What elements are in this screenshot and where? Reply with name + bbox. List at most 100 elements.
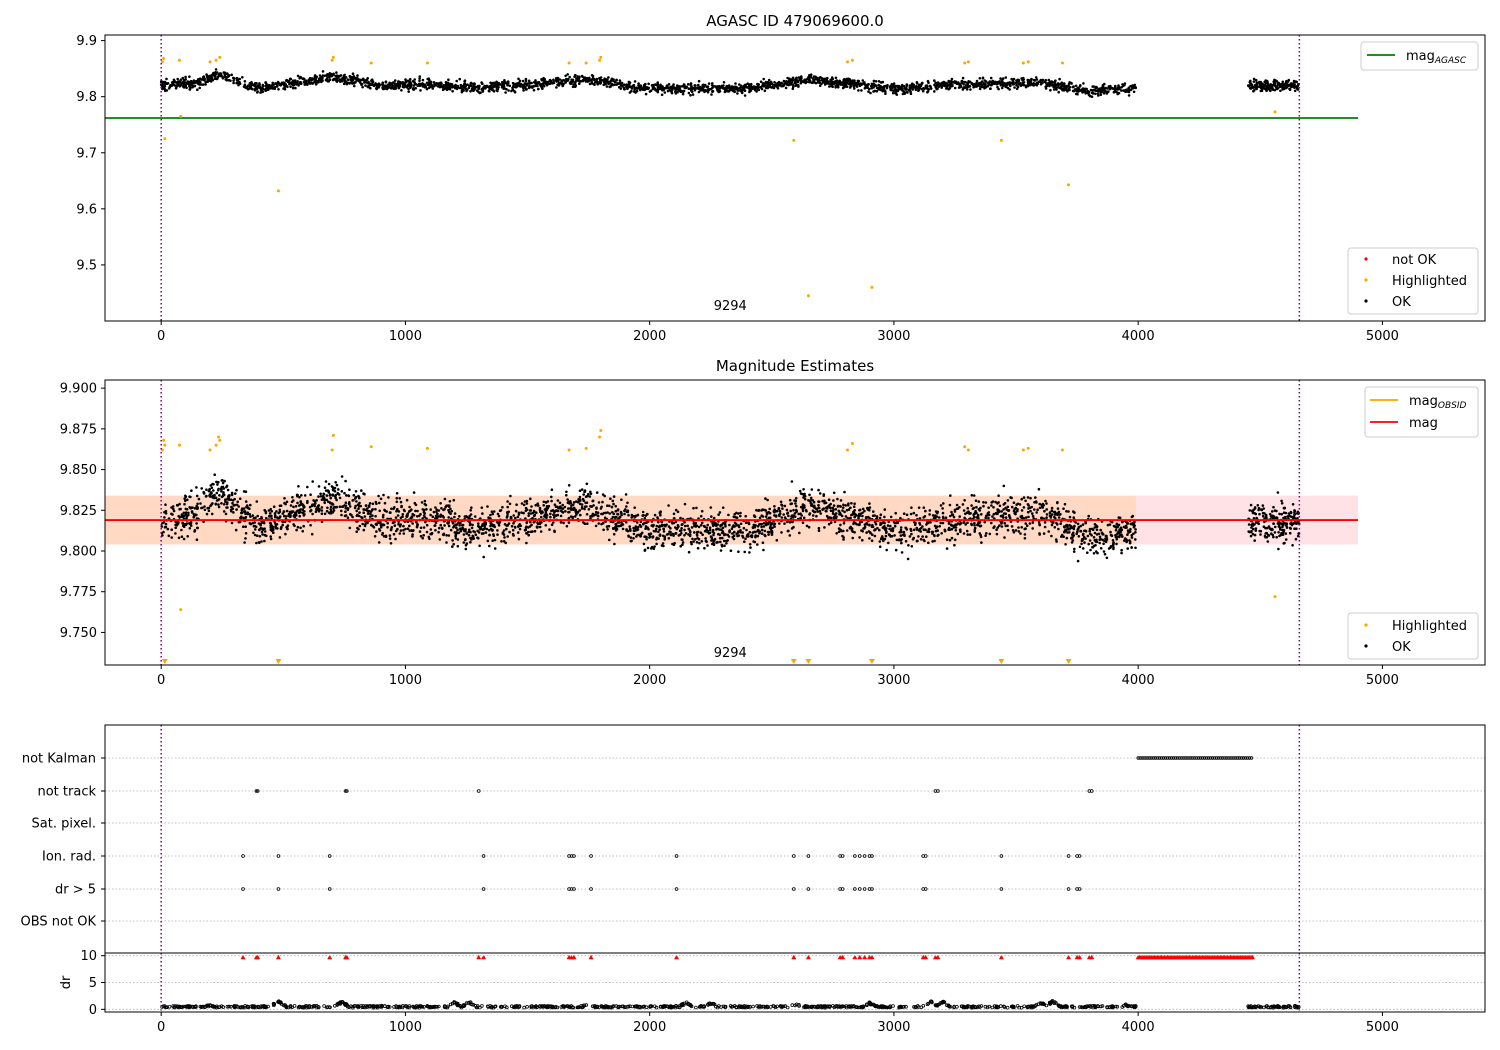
ok-point (959, 82, 962, 86)
ok-point (1115, 87, 1119, 91)
ok-point (589, 492, 593, 496)
ok-point (1134, 528, 1137, 531)
ok-point (1058, 77, 1061, 81)
ok-point (997, 87, 1000, 91)
ok-point (1073, 88, 1077, 91)
ok-point (357, 79, 360, 83)
ok-point (355, 79, 358, 82)
ok-point (518, 527, 522, 531)
ok-point (342, 82, 346, 86)
ok-point (1276, 83, 1280, 87)
ok-point (399, 500, 403, 504)
ok-point (1275, 87, 1279, 91)
agasc-xtick-label: 2000 (633, 329, 666, 344)
ok-point (258, 82, 261, 85)
ok-point (941, 521, 945, 525)
highlighted-point (584, 61, 588, 65)
ok-point (823, 77, 826, 81)
ok-point (794, 81, 797, 85)
ok-point (802, 80, 806, 84)
ok-point (326, 79, 330, 83)
highlighted-point (1067, 183, 1071, 187)
ok-point (872, 510, 875, 513)
agasc-ytick-label: 9.6 (76, 202, 97, 217)
ok-point (757, 83, 760, 86)
ok-point (907, 88, 911, 92)
ok-point (1091, 92, 1095, 95)
ok-point (291, 496, 294, 499)
ok-point (783, 504, 787, 508)
ok-point (437, 515, 440, 518)
ok-point (596, 83, 599, 86)
ok-point (1056, 84, 1060, 87)
ok-point (818, 509, 822, 513)
ok-point (1254, 86, 1258, 90)
ok-point (172, 78, 176, 82)
ok-point (538, 525, 542, 529)
ok-point (1055, 521, 1058, 525)
ok-point (863, 83, 867, 86)
ok-point (297, 84, 300, 87)
ok-point (180, 528, 183, 532)
ok-point (527, 533, 530, 537)
ok-point (439, 84, 443, 87)
ok-points (160, 473, 1301, 563)
ok-point (553, 529, 556, 533)
ok-point (244, 512, 247, 515)
ok-point (828, 82, 831, 85)
ok-point (544, 524, 548, 527)
ok-point (1121, 83, 1124, 86)
ok-point (960, 79, 964, 83)
ok-point (267, 509, 271, 512)
ok-point (652, 547, 656, 550)
ok-point (756, 543, 759, 546)
ok-point (357, 495, 361, 499)
ok-point (393, 524, 397, 527)
ok-point (633, 90, 636, 93)
ok-point (599, 76, 603, 79)
ok-point (370, 82, 374, 86)
ok-point (184, 495, 188, 499)
ok-point (525, 499, 529, 503)
ok-point (592, 78, 596, 81)
ok-point (953, 508, 957, 512)
ok-point (1101, 84, 1105, 87)
ok-point (180, 535, 184, 538)
ok-point (800, 514, 803, 517)
ok-point (259, 91, 262, 94)
ok-point (1069, 524, 1072, 528)
ok-point (497, 514, 501, 518)
ok-point (576, 75, 579, 78)
ok-point (1004, 506, 1007, 510)
ok-point (590, 74, 594, 77)
ok-point (736, 531, 740, 534)
ok-point (383, 508, 386, 512)
ok-point (356, 503, 360, 507)
ok-point (491, 539, 495, 542)
ok-point (1004, 76, 1008, 79)
ok-point (635, 87, 639, 90)
ok-point (869, 91, 872, 95)
ok-point (871, 533, 874, 536)
ok-point (328, 72, 332, 75)
ok-point (833, 520, 837, 524)
ok-point (507, 89, 510, 92)
ok-point (310, 78, 313, 82)
ok-point (767, 82, 770, 85)
ok-point (970, 494, 974, 497)
ok-point (340, 513, 343, 517)
ok-point (993, 517, 996, 520)
highlighted-point (208, 60, 212, 64)
ok-point (396, 514, 400, 517)
ok-point (1115, 537, 1119, 541)
ok-point (243, 510, 247, 513)
ok-point (722, 81, 726, 84)
ok-point (845, 529, 849, 532)
ok-point (896, 89, 900, 93)
ok-point (863, 509, 866, 513)
ok-point (1095, 528, 1099, 532)
ok-point (335, 71, 338, 74)
ok-point (952, 81, 956, 84)
ok-point (912, 511, 916, 515)
ok-point (513, 85, 517, 89)
